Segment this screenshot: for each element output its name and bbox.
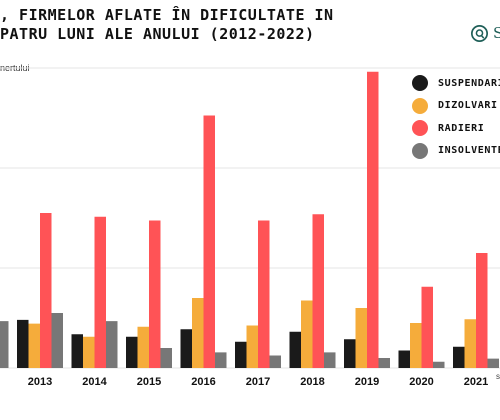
- x-tick-label-2014: 2014: [82, 376, 107, 388]
- legend-item-dizolvari: DIZOLVARI: [412, 95, 500, 118]
- legend-label-dizolvari: DIZOLVARI: [438, 100, 498, 112]
- x-tick-label-2015: 2015: [137, 376, 161, 388]
- bar-suspendari-2018: [289, 331, 301, 368]
- bar-insolvente-2020: [433, 361, 445, 368]
- x-tick-label-2018: 2018: [300, 376, 324, 388]
- legend-swatch-suspendari: [412, 75, 428, 92]
- bar-dizolvari-2020: [410, 323, 422, 368]
- bar-dizolvari-2015: [137, 326, 149, 368]
- bar-suspendari-2013: [17, 319, 29, 368]
- legend-label-suspendari: SUSPENDARI: [438, 77, 500, 89]
- bar-insolvente-2021: [487, 358, 499, 368]
- bar-suspendari-2014: [71, 334, 83, 368]
- x-tick-label-2019: 2019: [355, 376, 379, 388]
- bar-suspendari-2021: [453, 346, 465, 368]
- chart-title-line-1: , FIRMELOR AFLATE ÎN DIFICULTATE IN: [0, 6, 334, 24]
- legend-item-insolvente: INSOLVENTE: [412, 140, 500, 163]
- x-tick-label-2020: 2020: [409, 376, 433, 388]
- legend-item-suspendari: SUSPENDARI: [412, 72, 500, 95]
- bar-insolvente-2019: [378, 358, 390, 368]
- brand-logo: S: [471, 24, 500, 42]
- bar-radieri-2013: [40, 213, 52, 368]
- legend-swatch-dizolvari: [412, 97, 428, 114]
- bar-suspendari-2015: [126, 336, 138, 368]
- bar-radieri-2019: [367, 71, 379, 368]
- bar-dizolvari-2014: [83, 336, 95, 368]
- chart-legend: SUSPENDARI DIZOLVARI RADIERI INSOLVENTE: [412, 72, 500, 162]
- chart-title: , FIRMELOR AFLATE ÎN DIFICULTATE IN PATR…: [0, 6, 334, 44]
- bar-insolvente-2017: [269, 355, 281, 368]
- bar-radieri-2015: [149, 220, 161, 368]
- x-tick-label-2013: 2013: [28, 376, 52, 388]
- bar-dizolvari-2019: [355, 308, 367, 368]
- logo-icon: [471, 24, 488, 42]
- bar-radieri-2021: [476, 253, 488, 368]
- bar-dizolvari-2017: [246, 325, 258, 368]
- legend-item-radieri: RADIERI: [412, 117, 500, 140]
- bar-radieri-2014: [94, 216, 106, 368]
- logo-text: S: [493, 24, 500, 42]
- legend-swatch-insolvente: [412, 142, 428, 159]
- bar-dizolvari-2021: [464, 319, 476, 368]
- legend-label-radieri: RADIERI: [438, 122, 485, 134]
- legend-swatch-radieri: [412, 120, 428, 137]
- x-tick-label-2021: 2021: [464, 376, 488, 388]
- bar-insolvente-2018: [324, 352, 336, 368]
- bar-insolvente-2016: [215, 352, 227, 368]
- bar-suspendari-2017: [235, 341, 247, 368]
- bar-radieri-2017: [258, 220, 270, 368]
- legend-label-insolvente: INSOLVENTE: [438, 145, 500, 157]
- x-tick-label-2017: 2017: [246, 376, 270, 388]
- bar-insolvente-2014: [106, 321, 118, 368]
- x-tick-label-2016: 2016: [191, 376, 215, 388]
- bar-insolvente-2015: [160, 348, 172, 368]
- bar-suspendari-2020: [398, 350, 410, 368]
- bar-insolvente-2012: [0, 321, 9, 368]
- bar-radieri-2016: [203, 115, 215, 368]
- bar-dizolvari-2018: [301, 300, 313, 368]
- bar-insolvente-2013: [51, 313, 63, 368]
- bar-dizolvari-2016: [192, 298, 204, 368]
- source-note: s: [496, 372, 500, 381]
- bar-suspendari-2019: [344, 339, 356, 368]
- bar-dizolvari-2013: [28, 323, 40, 368]
- chart-title-line-2: PATRU LUNI ALE ANULUI (2012-2022): [0, 25, 315, 43]
- bar-suspendari-2016: [180, 329, 192, 368]
- bar-radieri-2018: [312, 214, 324, 368]
- bar-radieri-2020: [421, 286, 433, 368]
